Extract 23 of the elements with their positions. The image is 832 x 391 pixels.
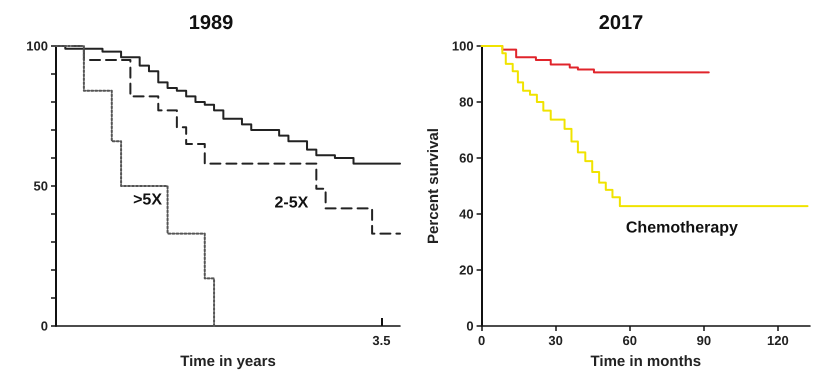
x-tick-label: 120 bbox=[767, 333, 789, 348]
x-tick-label: 60 bbox=[622, 333, 637, 348]
y-tick-label: 0 bbox=[466, 318, 474, 334]
y-tick-label: 40 bbox=[459, 206, 474, 222]
series-label: 2-5X bbox=[274, 194, 309, 212]
x-tick-label: 3.5 bbox=[372, 333, 390, 348]
y-tick-label: 80 bbox=[459, 94, 474, 110]
x-tick-label: 0 bbox=[478, 333, 486, 348]
chart-title: 1989 bbox=[188, 12, 234, 34]
x-tick-label: 90 bbox=[696, 333, 712, 348]
y-tick-label: 100 bbox=[452, 38, 474, 54]
x-tick-label: 30 bbox=[548, 333, 563, 348]
x-axis-title: Time in months bbox=[590, 353, 702, 370]
y-tick-label: 60 bbox=[459, 150, 474, 166]
y-axis-title: Percent survival bbox=[425, 128, 442, 244]
y-tick-label: 20 bbox=[459, 262, 474, 278]
y-tick-label: 100 bbox=[26, 38, 48, 54]
series-label: >5X bbox=[133, 192, 162, 208]
x-axis-title: Time in years bbox=[180, 353, 276, 370]
y-tick-label: 0 bbox=[40, 318, 48, 334]
chart-title: 2017 bbox=[598, 12, 644, 34]
y-tick-label: 50 bbox=[34, 178, 48, 194]
series-label: Chemotherapy bbox=[626, 220, 738, 237]
